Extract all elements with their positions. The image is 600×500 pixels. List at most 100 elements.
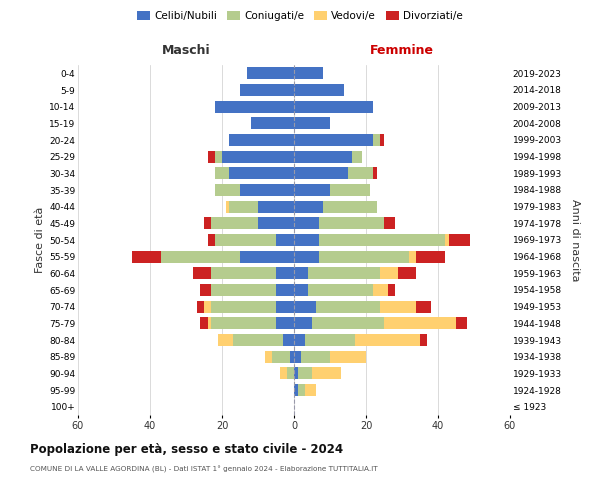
Bar [294, 134, 373, 146]
Bar [294, 118, 330, 130]
Bar [294, 368, 298, 380]
Bar [215, 234, 276, 246]
Bar [294, 200, 323, 212]
Bar [218, 334, 233, 346]
Bar [215, 150, 222, 162]
Bar [276, 284, 294, 296]
Bar [258, 200, 294, 212]
Bar [416, 250, 445, 262]
Bar [348, 168, 373, 179]
Bar [294, 234, 319, 246]
Bar [323, 200, 377, 212]
Bar [294, 334, 305, 346]
Bar [330, 350, 366, 362]
Bar [229, 200, 258, 212]
Bar [215, 168, 229, 179]
Bar [294, 68, 323, 80]
Text: Popolazione per età, sesso e stato civile - 2024: Popolazione per età, sesso e stato civil… [30, 442, 343, 456]
Bar [265, 350, 272, 362]
Bar [409, 250, 416, 262]
Bar [380, 300, 416, 312]
Bar [445, 234, 449, 246]
Bar [398, 268, 416, 280]
Bar [380, 134, 384, 146]
Bar [294, 150, 352, 162]
Bar [211, 284, 276, 296]
Bar [420, 334, 427, 346]
Bar [456, 318, 467, 330]
Bar [294, 218, 319, 230]
Bar [384, 318, 456, 330]
Bar [449, 234, 470, 246]
Bar [294, 318, 312, 330]
Bar [276, 318, 294, 330]
Bar [211, 218, 258, 230]
Bar [388, 284, 395, 296]
Bar [294, 300, 316, 312]
Bar [229, 168, 294, 179]
Bar [294, 268, 308, 280]
Bar [305, 384, 316, 396]
Bar [200, 284, 211, 296]
Bar [294, 184, 330, 196]
Bar [233, 334, 283, 346]
Bar [211, 318, 276, 330]
Legend: Celibi/Nubili, Coniugati/e, Vedovi/e, Divorziati/e: Celibi/Nubili, Coniugati/e, Vedovi/e, Di… [134, 8, 466, 24]
Bar [319, 218, 384, 230]
Bar [301, 350, 330, 362]
Bar [312, 368, 341, 380]
Bar [298, 384, 305, 396]
Bar [247, 68, 294, 80]
Bar [197, 300, 204, 312]
Bar [355, 334, 420, 346]
Bar [200, 318, 208, 330]
Bar [240, 184, 294, 196]
Bar [352, 150, 362, 162]
Bar [226, 200, 229, 212]
Bar [294, 168, 348, 179]
Bar [380, 268, 398, 280]
Bar [316, 300, 380, 312]
Bar [193, 268, 211, 280]
Bar [294, 284, 308, 296]
Bar [287, 368, 294, 380]
Bar [384, 218, 395, 230]
Bar [319, 234, 445, 246]
Bar [204, 300, 211, 312]
Bar [222, 150, 294, 162]
Bar [280, 368, 287, 380]
Bar [251, 118, 294, 130]
Bar [312, 318, 384, 330]
Bar [294, 100, 373, 112]
Text: Maschi: Maschi [161, 44, 211, 57]
Bar [373, 284, 388, 296]
Bar [294, 384, 298, 396]
Bar [290, 350, 294, 362]
Bar [373, 168, 377, 179]
Bar [161, 250, 240, 262]
Bar [272, 350, 290, 362]
Bar [211, 300, 276, 312]
Bar [208, 234, 215, 246]
Bar [258, 218, 294, 230]
Bar [132, 250, 161, 262]
Bar [308, 284, 373, 296]
Bar [308, 268, 380, 280]
Bar [211, 268, 276, 280]
Bar [229, 134, 294, 146]
Y-axis label: Anni di nascita: Anni di nascita [571, 198, 580, 281]
Bar [305, 334, 355, 346]
Bar [208, 318, 211, 330]
Bar [319, 250, 409, 262]
Bar [215, 184, 240, 196]
Text: COMUNE DI LA VALLE AGORDINA (BL) - Dati ISTAT 1° gennaio 2024 - Elaborazione TUT: COMUNE DI LA VALLE AGORDINA (BL) - Dati … [30, 466, 377, 473]
Bar [204, 218, 211, 230]
Bar [276, 234, 294, 246]
Bar [283, 334, 294, 346]
Bar [373, 134, 380, 146]
Y-axis label: Fasce di età: Fasce di età [35, 207, 45, 273]
Bar [298, 368, 312, 380]
Bar [416, 300, 431, 312]
Text: Femmine: Femmine [370, 44, 434, 57]
Bar [294, 350, 301, 362]
